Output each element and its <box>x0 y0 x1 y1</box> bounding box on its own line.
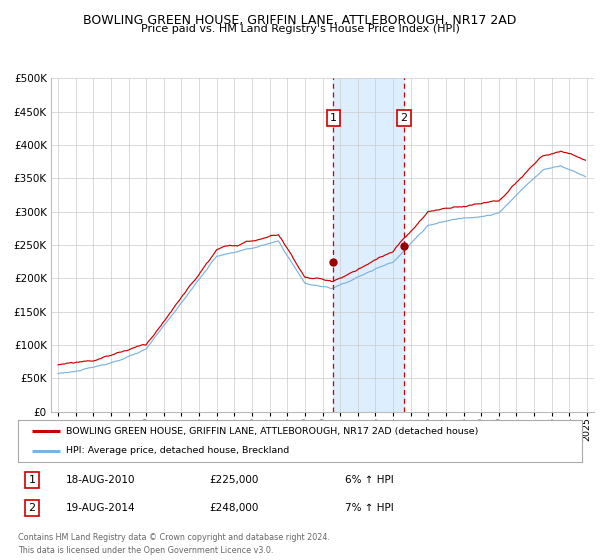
Text: 19-AUG-2014: 19-AUG-2014 <box>66 503 136 513</box>
Text: BOWLING GREEN HOUSE, GRIFFIN LANE, ATTLEBOROUGH, NR17 2AD: BOWLING GREEN HOUSE, GRIFFIN LANE, ATTLE… <box>83 14 517 27</box>
Text: 1: 1 <box>330 113 337 123</box>
Text: 2: 2 <box>29 503 35 513</box>
Text: BOWLING GREEN HOUSE, GRIFFIN LANE, ATTLEBOROUGH, NR17 2AD (detached house): BOWLING GREEN HOUSE, GRIFFIN LANE, ATTLE… <box>66 427 478 436</box>
Text: 2: 2 <box>400 113 407 123</box>
Text: £225,000: £225,000 <box>210 475 259 484</box>
Text: 7% ↑ HPI: 7% ↑ HPI <box>345 503 394 513</box>
Text: Contains HM Land Registry data © Crown copyright and database right 2024.
This d: Contains HM Land Registry data © Crown c… <box>18 533 330 554</box>
Text: 18-AUG-2010: 18-AUG-2010 <box>66 475 136 484</box>
Text: 6% ↑ HPI: 6% ↑ HPI <box>345 475 394 484</box>
Text: £248,000: £248,000 <box>210 503 259 513</box>
Text: 1: 1 <box>29 475 35 484</box>
Text: Price paid vs. HM Land Registry's House Price Index (HPI): Price paid vs. HM Land Registry's House … <box>140 24 460 34</box>
Bar <box>334 78 404 412</box>
Text: HPI: Average price, detached house, Breckland: HPI: Average price, detached house, Brec… <box>66 446 289 455</box>
